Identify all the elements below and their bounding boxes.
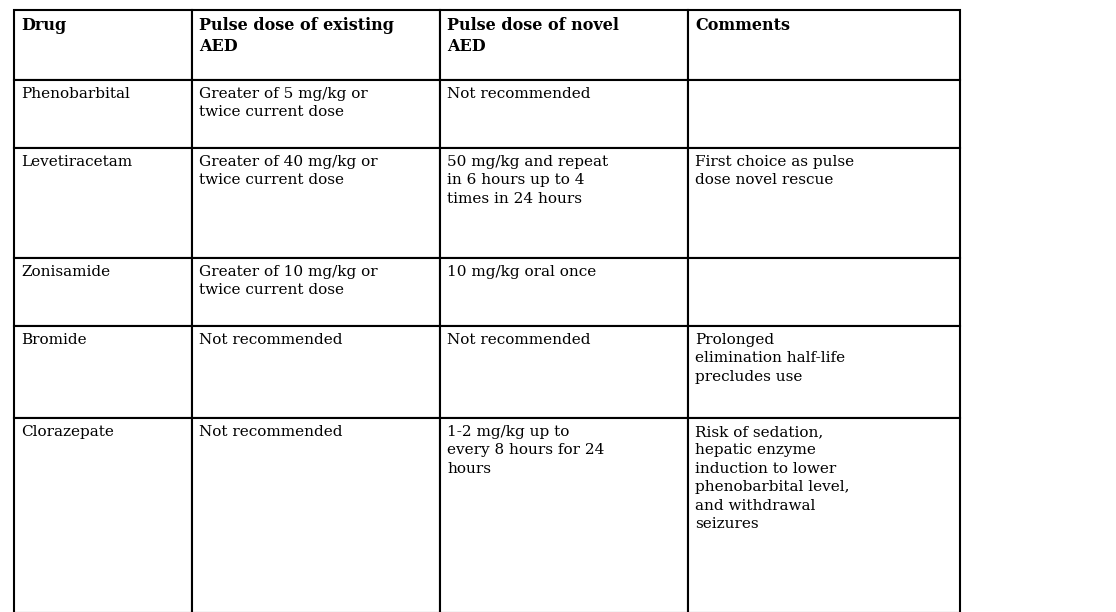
Bar xyxy=(440,418,687,612)
Bar xyxy=(15,80,192,148)
Text: Not recommended: Not recommended xyxy=(199,425,343,439)
Bar xyxy=(192,258,440,326)
Text: 1-2 mg/kg up to
every 8 hours for 24
hours: 1-2 mg/kg up to every 8 hours for 24 hou… xyxy=(448,425,605,476)
Bar xyxy=(440,258,687,326)
Bar xyxy=(192,80,440,148)
Text: First choice as pulse
dose novel rescue: First choice as pulse dose novel rescue xyxy=(695,155,854,187)
Text: Not recommended: Not recommended xyxy=(199,333,343,347)
Bar xyxy=(687,148,960,258)
Text: Prolonged
elimination half-life
precludes use: Prolonged elimination half-life preclude… xyxy=(695,333,845,384)
Bar xyxy=(440,148,687,258)
Text: Clorazepate: Clorazepate xyxy=(21,425,114,439)
Bar xyxy=(687,10,960,80)
Bar xyxy=(192,10,440,80)
Text: Risk of sedation,
hepatic enzyme
induction to lower
phenobarbital level,
and wit: Risk of sedation, hepatic enzyme inducti… xyxy=(695,425,849,531)
Text: Comments: Comments xyxy=(695,17,790,34)
Text: Drug: Drug xyxy=(21,17,66,34)
Bar xyxy=(687,258,960,326)
Bar xyxy=(192,148,440,258)
Bar xyxy=(440,326,687,418)
Text: Pulse dose of novel
AED: Pulse dose of novel AED xyxy=(448,17,619,55)
Bar xyxy=(440,80,687,148)
Bar xyxy=(440,10,687,80)
Text: Greater of 5 mg/kg or
twice current dose: Greater of 5 mg/kg or twice current dose xyxy=(199,87,368,119)
Bar xyxy=(15,418,192,612)
Bar xyxy=(15,148,192,258)
Bar xyxy=(687,326,960,418)
Text: Bromide: Bromide xyxy=(21,333,87,347)
Text: Not recommended: Not recommended xyxy=(448,333,590,347)
Text: 10 mg/kg oral once: 10 mg/kg oral once xyxy=(448,265,596,279)
Text: Pulse dose of existing
AED: Pulse dose of existing AED xyxy=(199,17,394,55)
Text: Greater of 10 mg/kg or
twice current dose: Greater of 10 mg/kg or twice current dos… xyxy=(199,265,377,297)
Bar xyxy=(192,418,440,612)
Bar xyxy=(687,80,960,148)
Text: Phenobarbital: Phenobarbital xyxy=(21,87,129,101)
Text: Greater of 40 mg/kg or
twice current dose: Greater of 40 mg/kg or twice current dos… xyxy=(199,155,377,187)
Bar xyxy=(687,418,960,612)
Bar xyxy=(15,326,192,418)
Text: Not recommended: Not recommended xyxy=(448,87,590,101)
Bar xyxy=(192,326,440,418)
Text: Levetiracetam: Levetiracetam xyxy=(21,155,132,169)
Bar xyxy=(15,10,192,80)
Text: Zonisamide: Zonisamide xyxy=(21,265,110,279)
Bar xyxy=(15,258,192,326)
Text: 50 mg/kg and repeat
in 6 hours up to 4
times in 24 hours: 50 mg/kg and repeat in 6 hours up to 4 t… xyxy=(448,155,608,206)
